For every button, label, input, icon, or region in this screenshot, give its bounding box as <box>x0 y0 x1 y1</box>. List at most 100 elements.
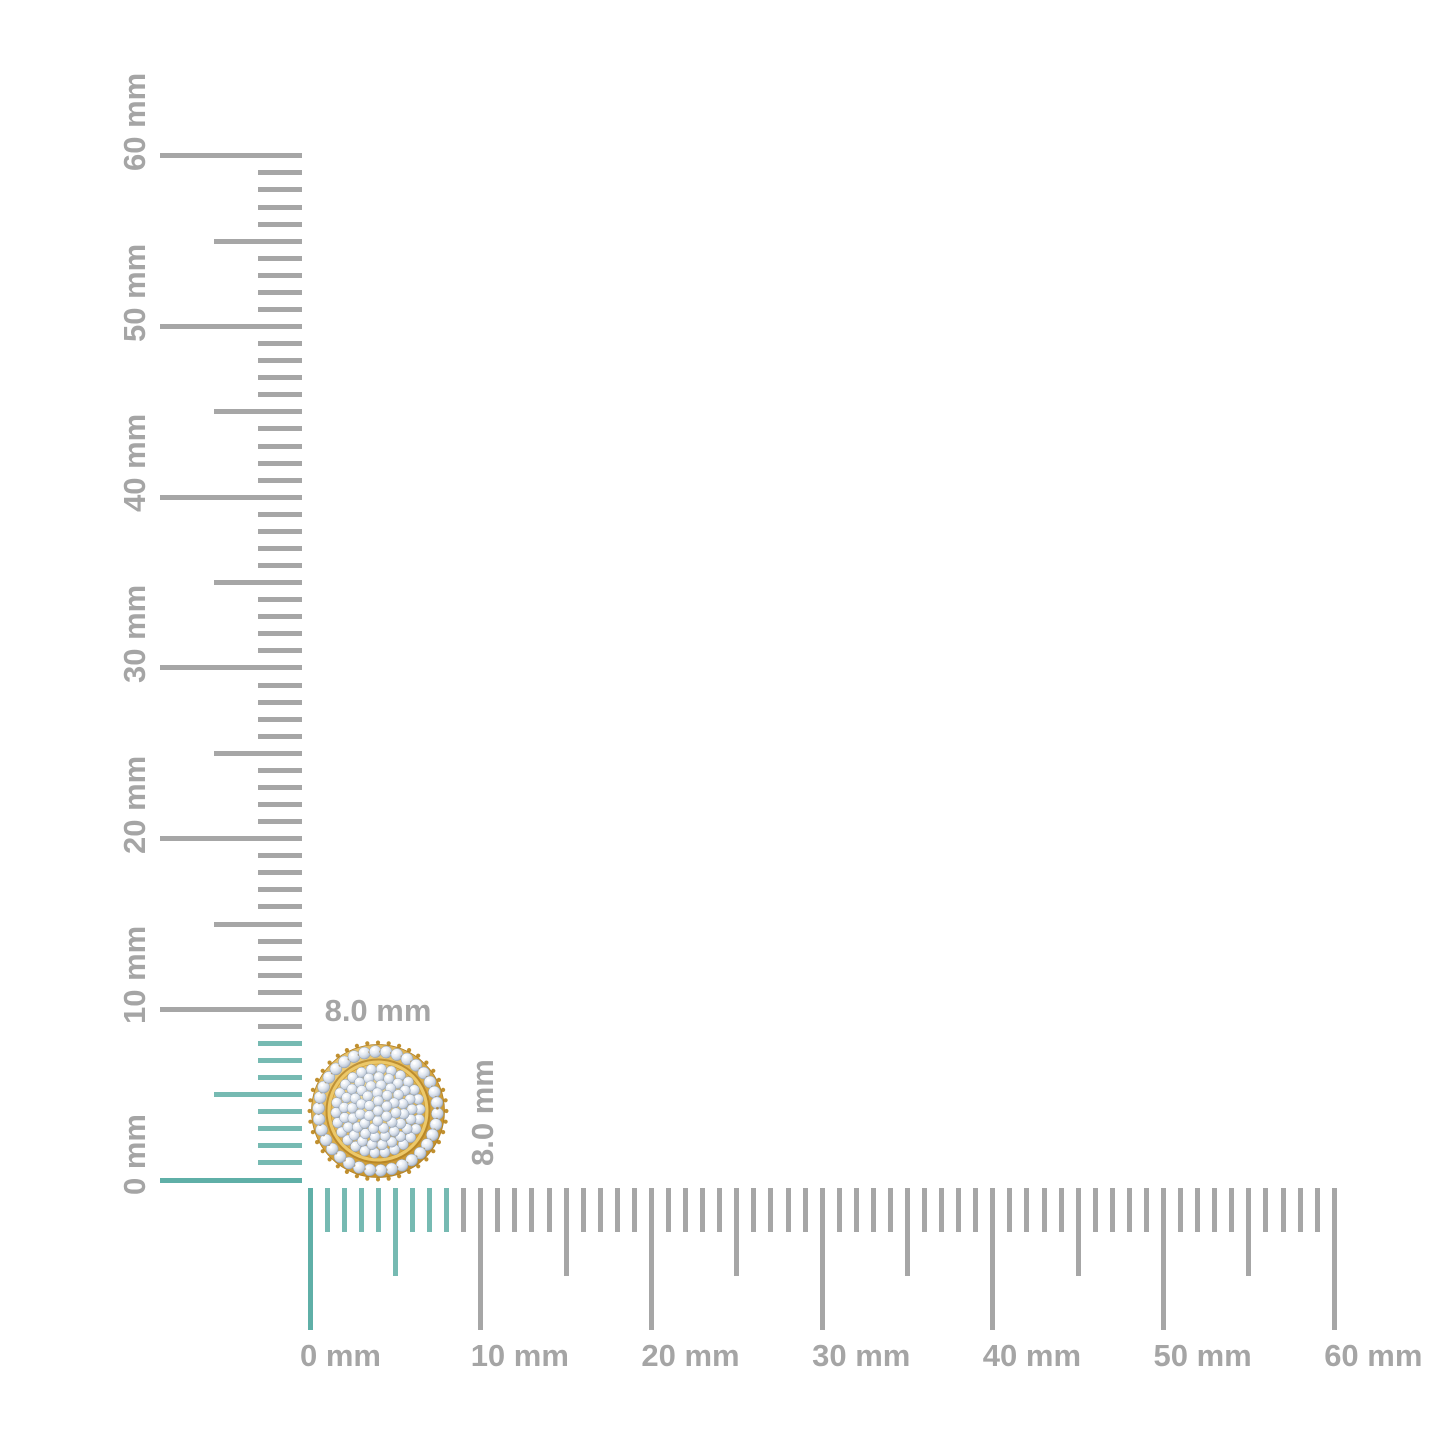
ruler-tick <box>258 938 302 944</box>
ruler-tick <box>358 1188 364 1232</box>
ruler-tick <box>258 597 302 603</box>
ruler-tick <box>887 1188 893 1232</box>
ruler-tick <box>258 802 302 807</box>
ruler-tick <box>905 1188 910 1276</box>
ruler-tick <box>751 1188 757 1232</box>
ruler-tick <box>512 1188 518 1232</box>
ruler-tick <box>258 1058 302 1063</box>
ruler-tick <box>258 306 302 312</box>
ruler-tick <box>258 631 302 637</box>
ruler-tick <box>258 426 302 432</box>
ruler-tick <box>1041 1188 1047 1232</box>
ruler-tick <box>258 614 302 620</box>
ruler-tick <box>1212 1188 1218 1232</box>
ruler-label: 50 mm <box>1153 1338 1252 1373</box>
ruler-tick <box>258 443 302 449</box>
ruler-tick <box>258 187 302 193</box>
ruler-tick <box>258 1143 302 1149</box>
ruler-tick <box>258 528 302 534</box>
ruler-tick <box>785 1188 791 1232</box>
ruler-tick <box>214 1092 302 1098</box>
ruler-tick <box>1007 1188 1013 1232</box>
ruler-tick <box>427 1188 432 1232</box>
ruler-tick <box>1161 1188 1166 1330</box>
ruler-tick <box>258 648 302 654</box>
ruler-tick <box>802 1188 808 1232</box>
ruler-tick <box>734 1188 740 1276</box>
ruler-tick <box>853 1188 859 1232</box>
ruler-tick <box>258 1075 302 1081</box>
ruler-tick <box>258 1126 302 1132</box>
ruler-tick <box>1058 1188 1064 1232</box>
ruler-tick <box>258 341 302 347</box>
ruler-tick <box>258 392 302 398</box>
ruler-tick <box>258 819 302 824</box>
ruler-tick <box>258 989 302 995</box>
ruler-tick <box>258 870 302 876</box>
ruler-tick <box>409 1188 415 1232</box>
ruler-tick <box>214 580 302 585</box>
ruler-tick <box>1126 1188 1132 1232</box>
ruler-tick <box>258 887 302 893</box>
ruler-tick <box>258 221 302 227</box>
ruler-tick <box>258 170 302 176</box>
ruler-tick <box>341 1188 347 1232</box>
ruler-tick <box>258 767 302 773</box>
ruler-tick <box>160 324 302 329</box>
ruler-tick <box>870 1188 876 1232</box>
ruler-tick <box>160 153 302 159</box>
ruler-tick <box>444 1188 450 1232</box>
ruler-tick <box>258 477 302 483</box>
ruler-tick <box>258 289 302 295</box>
ruler-tick <box>258 545 302 551</box>
ruler-tick <box>631 1188 637 1232</box>
ruler-tick <box>160 836 302 842</box>
ruler-tick <box>973 1188 979 1232</box>
ruler-tick <box>375 1188 381 1232</box>
ruler-tick <box>1263 1188 1269 1232</box>
earring-image <box>307 1040 449 1182</box>
ruler-tick <box>214 750 302 756</box>
ruler-tick <box>939 1188 945 1232</box>
ruler-tick <box>258 1023 302 1029</box>
earring-svg <box>307 1040 449 1182</box>
ruler-tick <box>1024 1188 1030 1232</box>
ruler-tick <box>214 238 302 244</box>
width-dimension-label: 8.0 mm <box>324 993 432 1028</box>
ruler-tick <box>717 1188 723 1232</box>
ruler-tick <box>546 1188 552 1232</box>
ruler-tick <box>1143 1188 1149 1232</box>
ruler-tick <box>258 358 302 364</box>
ruler-tick <box>258 1040 302 1046</box>
ruler-tick <box>258 784 302 790</box>
ruler-tick <box>1195 1188 1201 1232</box>
ruler-tick <box>392 1188 398 1276</box>
ruler-tick <box>258 272 302 278</box>
ruler-tick <box>258 904 302 910</box>
ruler-tick <box>461 1188 467 1232</box>
ruler-tick <box>258 853 302 859</box>
ruler-tick <box>614 1188 620 1232</box>
ruler-tick <box>258 1160 302 1166</box>
ruler-tick <box>529 1188 535 1232</box>
ruler-tick <box>990 1188 996 1330</box>
ruler-tick <box>922 1188 927 1232</box>
ruler-tick <box>214 921 302 927</box>
ruler-tick <box>836 1188 842 1232</box>
ruler-tick <box>580 1188 586 1232</box>
ruler-tick <box>648 1188 654 1330</box>
ruler-tick <box>258 460 302 466</box>
ruler-tick <box>258 716 302 722</box>
ruler-tick <box>160 665 302 671</box>
ruler-tick <box>956 1188 962 1232</box>
ruler-tick <box>1075 1188 1081 1276</box>
ruler-tick <box>563 1188 569 1276</box>
ruler-tick <box>258 563 302 568</box>
ruler-label: 40 mm <box>982 1338 1082 1373</box>
ruler-tick <box>258 972 302 978</box>
ruler-tick <box>1092 1188 1098 1232</box>
ruler-tick <box>666 1188 671 1232</box>
ruler-tick <box>1109 1188 1115 1232</box>
ruler-tick <box>258 682 302 688</box>
